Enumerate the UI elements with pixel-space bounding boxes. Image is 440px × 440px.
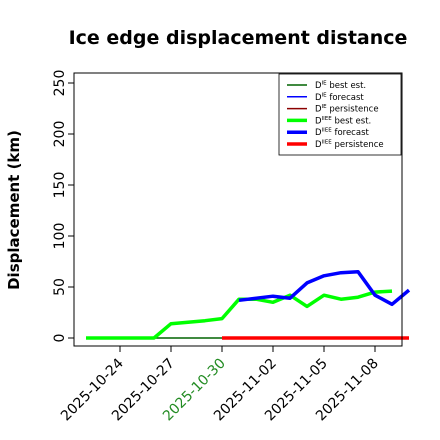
- y-tick-label: 0: [52, 334, 68, 343]
- series-line-4: [238, 269, 411, 307]
- y-tick-label: 100: [52, 223, 68, 250]
- legend-entry: DIIEE best est.: [315, 116, 371, 127]
- y-tick-label: 250: [52, 70, 68, 97]
- series-line-3: [86, 289, 393, 340]
- legend-entry: DIE forecast: [315, 92, 364, 103]
- y-tick-label: 150: [52, 172, 68, 199]
- legend-entry: DIIEE forecast: [315, 128, 369, 139]
- legend-box: [278, 73, 402, 156]
- chart-title: Ice edge displacement distance: [69, 27, 408, 49]
- y-tick-label: 50: [52, 278, 68, 296]
- legend-entry: DIE best est.: [315, 81, 366, 92]
- legend-entry: DIIEE persistence: [315, 140, 384, 151]
- plot-frame: [73, 72, 403, 347]
- y-axis-label: Displacement (km): [5, 130, 23, 290]
- legend-entry: DIE persistence: [315, 104, 379, 115]
- y-tick-label: 200: [52, 121, 68, 148]
